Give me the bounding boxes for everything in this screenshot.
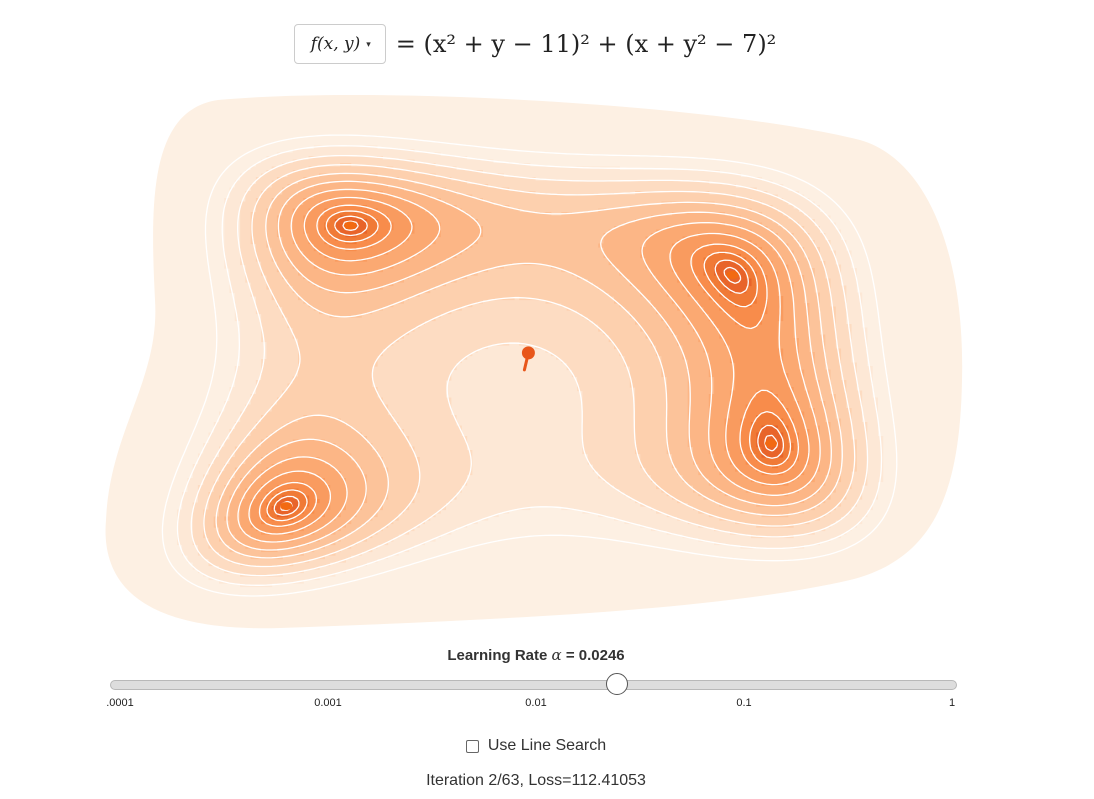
contour-plot[interactable]: [0, 0, 1094, 640]
contour-band: [176, 145, 884, 588]
learning-rate-slider-thumb[interactable]: [606, 673, 629, 695]
contour-line: [203, 164, 856, 568]
contour-line: [237, 188, 821, 543]
function-select-dropdown[interactable]: f(x, y) ▾: [293, 24, 386, 64]
line-search-label[interactable]: Use Line Search: [487, 737, 607, 754]
line-search-row[interactable]: Use Line Search: [0, 737, 1072, 755]
equation-equals: =: [395, 30, 416, 58]
contour-line: [266, 210, 792, 522]
slider-tick-label: 0.001: [314, 697, 342, 709]
function-equation: = (x² + y − 11)² + (x + y² − 7)²: [396, 30, 777, 58]
minima-layer: [280, 221, 777, 511]
slider-tick-label: 1: [948, 697, 956, 709]
contour-fill-layer: [105, 94, 963, 629]
contour-band: [250, 198, 810, 535]
contour-band: [240, 191, 820, 542]
iteration-status: Iteration 2/63, Loss=112.41053: [426, 772, 646, 789]
function-header: f(x, y) ▾ = (x² + y − 11)² + (x + y² − 7…: [0, 18, 1094, 70]
line-search-checkbox[interactable]: [465, 739, 479, 753]
learning-rate-label: Learning Rate α = 0.0246: [0, 646, 1072, 664]
function-select-label: f(x, y): [310, 34, 361, 54]
learning-rate-text: Learning Rate: [447, 647, 548, 664]
slider-tick-label: 0.01: [525, 697, 547, 709]
learning-rate-slider-track[interactable]: [110, 680, 957, 690]
slider-tick-label: .0001: [106, 697, 134, 709]
contour-line: [190, 154, 869, 577]
contour-line: [226, 180, 832, 551]
contour-line: [273, 215, 785, 516]
minimum-point: [280, 502, 293, 511]
current-point-dot[interactable]: [521, 346, 535, 360]
minimum-point: [765, 439, 777, 448]
contour-band: [213, 173, 842, 560]
contour-line: [215, 172, 843, 559]
equation-formula: (x² + y − 11)² + (x + y² − 7)²: [423, 30, 777, 58]
alpha-symbol: α: [551, 646, 562, 664]
contour-band: [203, 163, 857, 567]
minimum-point: [344, 221, 357, 230]
chevron-down-icon: ▾: [366, 40, 371, 50]
optimizer-marker[interactable]: [521, 346, 535, 372]
contour-band: [224, 180, 831, 553]
slider-tick-label: 0.1: [736, 697, 752, 709]
minimum-point: [726, 271, 739, 279]
learning-rate-value: = 0.0246: [565, 647, 625, 664]
contour-line: [258, 204, 800, 527]
contour-line: [176, 145, 883, 586]
contour-line: [161, 134, 898, 597]
contour-line: [248, 196, 810, 535]
